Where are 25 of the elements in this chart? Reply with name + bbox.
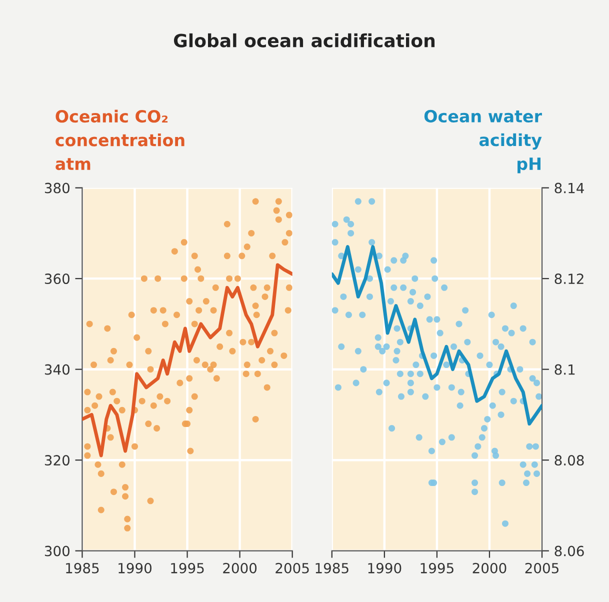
- x-tick-label: 2000: [223, 562, 257, 574]
- y-tick-label: 8.14: [554, 182, 584, 194]
- y-tick-label: 8.12: [554, 274, 584, 284]
- chart-title: Global ocean acidification: [174, 33, 435, 48]
- x-tick-label: 2005: [525, 562, 558, 574]
- x-tick-label: 2000: [472, 562, 506, 574]
- y-tick-label: 300: [44, 546, 70, 556]
- y-tick-label: 320: [44, 455, 70, 466]
- x-tick-label: 2005: [276, 562, 309, 574]
- line-series: [332, 245, 542, 426]
- y-tick-label: 360: [44, 274, 70, 284]
- x-tick-label: 1990: [368, 562, 402, 574]
- x-tick-label: 1985: [66, 562, 99, 574]
- y-tick-label: 8.1: [554, 364, 575, 375]
- y-tick-label: 380: [44, 182, 70, 194]
- x-tick-label: 1995: [171, 562, 204, 574]
- y-tick-label: 8.08: [554, 455, 584, 466]
- line-series: [82, 263, 292, 458]
- y-axis-title: Oceanic CO₂ concentration atm: [56, 110, 184, 170]
- y-tick-label: 8.06: [554, 546, 584, 556]
- y-tick-label: 340: [44, 364, 70, 375]
- x-tick-label: 1990: [118, 562, 152, 574]
- y-axis-title: Ocean water acidity pH: [424, 110, 542, 174]
- x-tick-label: 1985: [316, 562, 348, 574]
- x-tick-label: 1995: [420, 562, 454, 574]
